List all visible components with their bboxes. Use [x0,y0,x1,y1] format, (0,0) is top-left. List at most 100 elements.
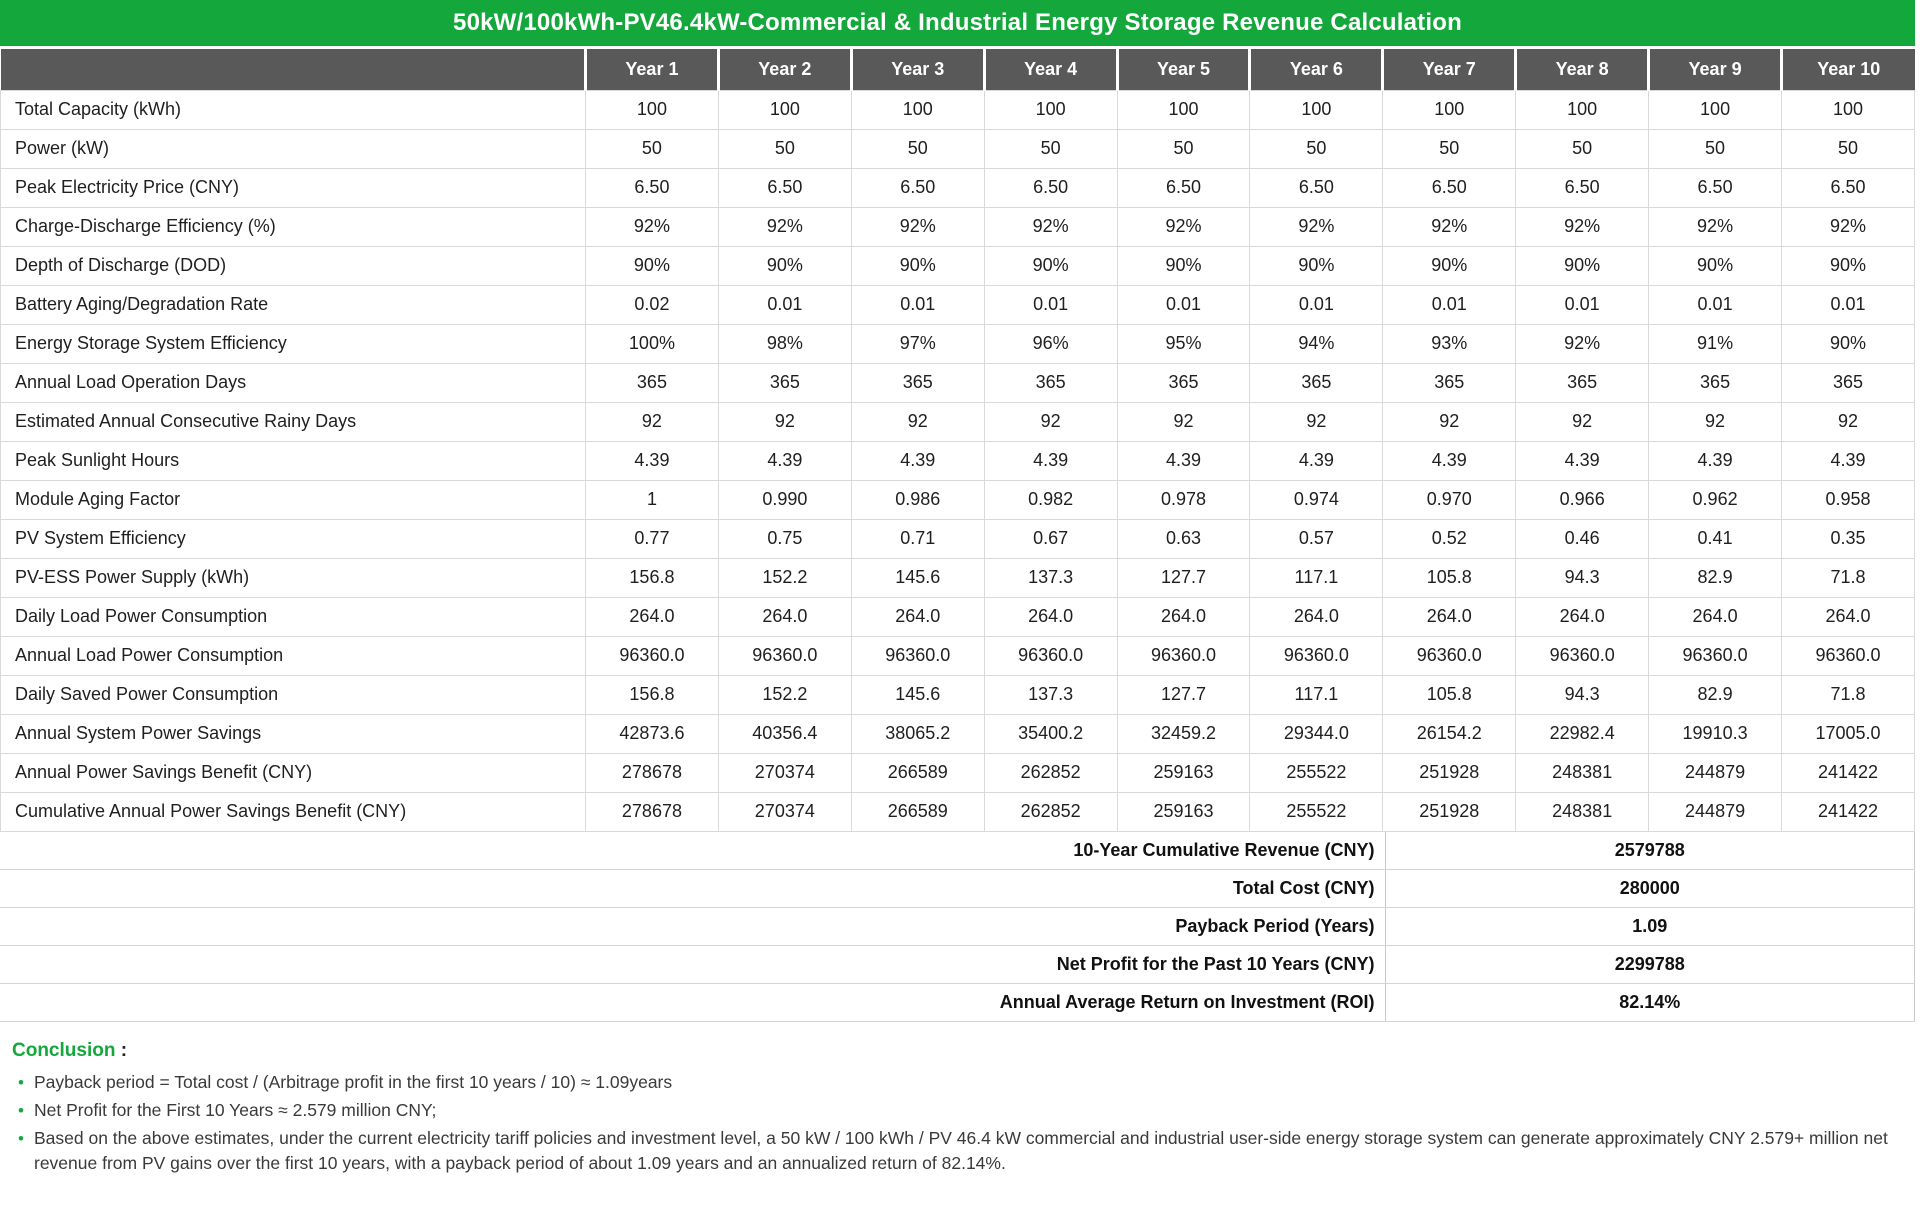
table-cell: 6.50 [1249,167,1384,208]
row-label: PV System Efficiency [0,518,586,559]
table-cell: 1 [585,479,719,520]
bullet-dot-icon: • [18,1101,24,1120]
row-label: Charge-Discharge Efficiency (%) [0,206,586,247]
table-cell: 270374 [717,752,852,793]
table-cell: 0.01 [1249,284,1384,325]
table-cell: 4.39 [585,440,719,481]
table-cell: 0.01 [1382,284,1517,325]
table-cell: 137.3 [983,557,1118,598]
table-cell: 4.39 [1249,440,1384,481]
table-row: Estimated Annual Consecutive Rainy Days 9… [0,401,1915,442]
table-row: Annual Load Operation Days 365 365 365 365 36… [0,362,1915,403]
summary-label: Total Cost (CNY) [0,869,1385,908]
table-cell: 90% [717,245,852,286]
summary-value: 1.09 [1384,907,1915,946]
year-header: Year 5 [1115,49,1250,90]
table-cell: 264.0 [1116,596,1251,637]
table-cell: 90% [1116,245,1251,286]
table-cell: 92% [1116,206,1251,247]
table-cell: 0.46 [1515,518,1650,559]
conclusion-bullet: • Payback period = Total cost / (Arbitrag… [12,1070,1894,1095]
table-cell: 90% [850,245,985,286]
table-cell: 35400.2 [983,713,1118,754]
table-cell: 92 [585,401,719,442]
table-cell: 365 [1648,362,1783,403]
table-row: PV-ESS Power Supply (kWh) 156.8 152.2 145.6… [0,557,1915,598]
table-cell: 365 [1781,362,1915,403]
year-header: Year 7 [1381,49,1516,90]
table-cell: 156.8 [585,674,719,715]
table-cell: 264.0 [1382,596,1517,637]
table-cell: 100 [717,89,852,130]
table-cell: 0.35 [1781,518,1915,559]
summary-value: 280000 [1384,869,1915,908]
table-cell: 98% [717,323,852,364]
table-cell: 278678 [585,752,719,793]
row-label: Module Aging Factor [0,479,586,520]
conclusion-section: Conclusion : • Payback period = Total cos… [0,1022,1920,1176]
table-row: Power (kW) 50 50 50 50 50 50 50 50 50 50 [0,128,1915,169]
table-cell: 22982.4 [1515,713,1650,754]
table-cell: 6.50 [1781,167,1915,208]
table-cell: 6.50 [585,167,719,208]
table-cell: 264.0 [585,596,719,637]
row-label: Daily Load Power Consumption [0,596,586,637]
conclusion-bullet-text: Net Profit for the First 10 Years ≈ 2.57… [34,1100,437,1120]
table-cell: 50 [1382,128,1517,169]
table-cell: 127.7 [1116,557,1251,598]
table-cell: 105.8 [1382,557,1517,598]
table-cell: 0.990 [717,479,852,520]
table-cell: 92 [717,401,852,442]
table-cell: 0.71 [850,518,985,559]
table-cell: 4.39 [983,440,1118,481]
table-cell: 255522 [1249,752,1384,793]
table-cell: 50 [585,128,719,169]
table-cell: 6.50 [1515,167,1650,208]
row-label: PV-ESS Power Supply (kWh) [0,557,586,598]
table-row: Battery Aging/Degradation Rate 0.02 0.01 0.… [0,284,1915,325]
table-cell: 90% [983,245,1118,286]
row-label: Energy Storage System Efficiency [0,323,586,364]
year-header: Year 9 [1647,49,1782,90]
row-label: Annual Power Savings Benefit (CNY) [0,752,586,793]
table-row: Depth of Discharge (DOD) 90% 90% 90% 90% 90% 9… [0,245,1915,286]
table-cell: 42873.6 [585,713,719,754]
table-cell: 117.1 [1249,674,1384,715]
table-cell: 145.6 [850,674,985,715]
table-cell: 0.77 [585,518,719,559]
summary-label: 10-Year Cumulative Revenue (CNY) [0,831,1385,870]
summary-section: 10-Year Cumulative Revenue (CNY) 2579788 T… [0,831,1915,1022]
page-title: 50kW/100kWh-PV46.4kW-Commercial & Indust… [0,0,1915,46]
table-cell: 92% [585,206,719,247]
summary-label: Payback Period (Years) [0,907,1385,946]
table-cell: 4.39 [1382,440,1517,481]
table-cell: 0.01 [983,284,1118,325]
table-body: Total Capacity (kWh) 100 100 100 100 100 100 10… [0,89,1915,832]
table-cell: 100 [1116,89,1251,130]
table-row: Daily Saved Power Consumption 156.8 152.2 1… [0,674,1915,715]
table-cell: 92% [1648,206,1783,247]
table-cell: 96360.0 [850,635,985,676]
table-cell: 38065.2 [850,713,985,754]
table-cell: 365 [717,362,852,403]
table-cell: 259163 [1116,791,1251,832]
revenue-table: Year 1 Year 2 Year 3 Year 4 Year 5 Year 6 Year… [0,49,1915,832]
table-cell: 4.39 [717,440,852,481]
table-cell: 96360.0 [1249,635,1384,676]
table-cell: 105.8 [1382,674,1517,715]
row-label: Estimated Annual Consecutive Rainy Days [0,401,586,442]
row-label: Total Capacity (kWh) [0,89,586,130]
row-label: Peak Electricity Price (CNY) [0,167,586,208]
table-cell: 365 [1249,362,1384,403]
table-cell: 92 [1249,401,1384,442]
table-cell: 92 [1116,401,1251,442]
table-cell: 117.1 [1249,557,1384,598]
table-cell: 4.39 [1781,440,1915,481]
table-header-row: Year 1 Year 2 Year 3 Year 4 Year 5 Year 6 Year… [0,49,1915,90]
table-cell: 19910.3 [1648,713,1783,754]
table-cell: 248381 [1515,752,1650,793]
table-cell: 50 [1781,128,1915,169]
table-cell: 137.3 [983,674,1118,715]
table-cell: 96360.0 [983,635,1118,676]
table-cell: 255522 [1249,791,1384,832]
